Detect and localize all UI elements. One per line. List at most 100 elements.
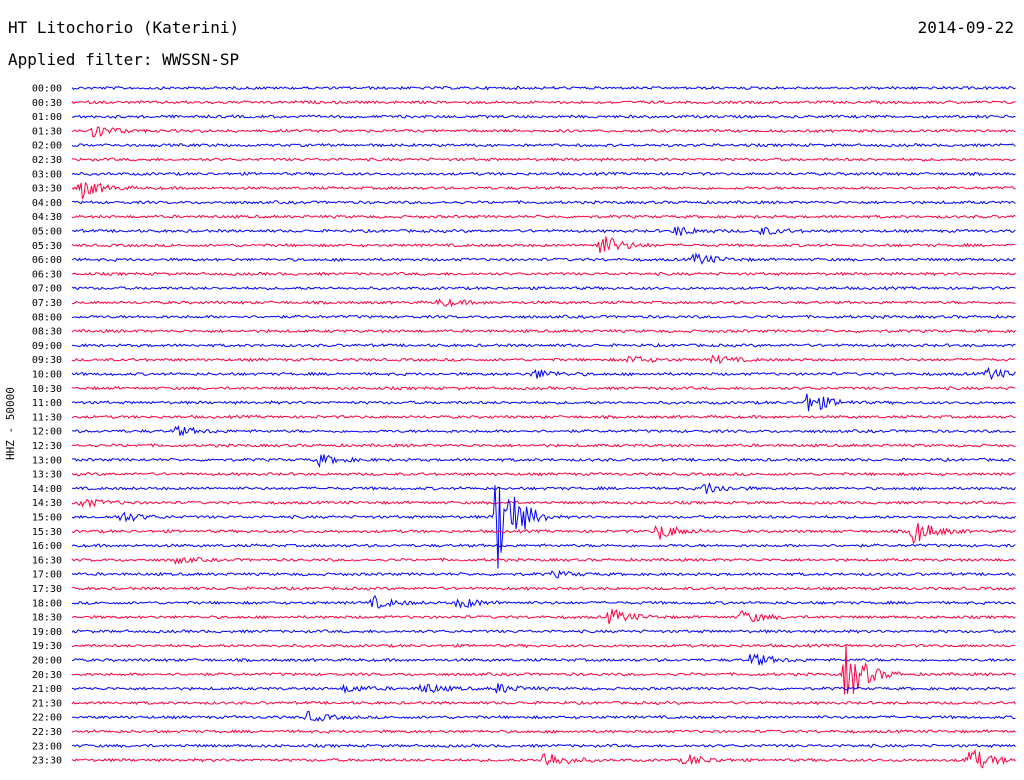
time-label: 15:00 [32,513,62,524]
trace-line [71,743,1016,749]
time-label: 10:00 [32,370,62,381]
time-label: 07:00 [32,284,62,295]
time-label: 13:00 [32,455,62,466]
trace-line [71,569,1016,579]
trace-line [71,481,1016,494]
trace-line [71,114,1016,119]
time-label: 09:30 [32,355,62,366]
time-label: 17:30 [32,584,62,595]
time-label: 19:30 [32,641,62,652]
time-label: 20:30 [32,670,62,681]
time-label: 05:00 [32,227,62,238]
trace-line [71,393,1016,412]
trace-line [71,181,1016,199]
time-label: 11:00 [32,398,62,409]
trace-line [71,683,1016,695]
time-label: 21:00 [32,684,62,695]
time-label: 04:00 [32,198,62,209]
trace-line [71,126,1016,138]
trace-line [71,214,1016,219]
time-label: 20:00 [32,656,62,667]
filter-label: Applied filter: WWSSN-SP [8,50,240,69]
time-label: 18:30 [32,613,62,624]
trace-line [71,328,1016,334]
time-label: 09:00 [32,341,62,352]
time-label: 06:00 [32,255,62,266]
time-label: 19:00 [32,627,62,638]
trace-line [71,644,1016,695]
time-label: 07:30 [32,298,62,309]
trace-line [71,594,1016,609]
time-label: 02:30 [32,155,62,166]
trace-line [71,199,1016,205]
trace-line [72,643,1016,649]
trace-line [71,728,1016,734]
time-label: 13:30 [32,470,62,481]
trace-line [71,425,1016,437]
trace-line [71,543,1016,548]
time-label: 05:30 [32,241,62,252]
time-label: 04:30 [32,212,62,223]
trace-line [71,99,1016,105]
trace-line [71,585,1016,591]
trace-line [71,142,1016,148]
trace-line [71,236,1016,253]
trace-line [71,710,1016,722]
trace-line [72,225,1016,236]
time-label: 12:00 [32,427,62,438]
trace-line [71,556,1016,565]
time-label: 01:30 [32,126,62,137]
station-title: HT Litochorio (Katerini) [8,18,240,37]
trace-line [71,471,1016,477]
time-label: 17:00 [32,570,62,581]
trace-line [71,485,1016,569]
time-label: 01:00 [32,112,62,123]
trace-line [71,629,1016,634]
time-label: 22:30 [32,727,62,738]
trace-line [71,443,1016,448]
time-label: 08:30 [32,327,62,338]
time-label: 23:00 [32,741,62,752]
trace-line [71,252,1016,265]
time-label: 14:00 [32,484,62,495]
trace-line [71,748,1016,769]
trace-line [71,454,1016,468]
time-label: 23:30 [32,756,62,767]
time-label: 15:30 [32,527,62,538]
time-label: 00:30 [32,98,62,109]
trace-line [71,522,1016,545]
trace-line [71,171,1016,177]
time-label: 10:30 [32,384,62,395]
time-label: 14:30 [32,498,62,509]
time-label: 16:30 [32,555,62,566]
time-label: 22:00 [32,713,62,724]
trace-line [71,157,1016,162]
trace-line [72,297,1016,308]
date-label: 2014-09-22 [917,18,1014,37]
trace-line [71,700,1016,706]
trace-line [71,271,1016,277]
trace-line [71,498,1016,509]
trace-line [71,366,1016,381]
trace-line [71,385,1016,391]
trace-line [71,653,1016,667]
trace-line [71,314,1016,320]
trace-line [71,414,1016,420]
trace-line [71,342,1016,348]
trace-line [71,85,1016,91]
time-label: 08:00 [32,312,62,323]
trace-line [71,354,1016,365]
time-label: 03:00 [32,169,62,180]
seismogram-plot: 00:00 00:30 01:00 01:30 02:00 02:30 03:00 03:30… [32,84,1016,769]
time-label: 21:30 [32,698,62,709]
time-label: 00:00 [32,84,62,95]
time-label: 02:00 [32,141,62,152]
time-label: 11:30 [32,412,62,423]
time-label: 16:00 [32,541,62,552]
time-label: 12:30 [32,441,62,452]
trace-line [71,285,1016,291]
time-label: 03:30 [32,184,62,195]
trace-line [71,609,1016,625]
time-label: 06:30 [32,269,62,280]
time-label: 18:00 [32,598,62,609]
